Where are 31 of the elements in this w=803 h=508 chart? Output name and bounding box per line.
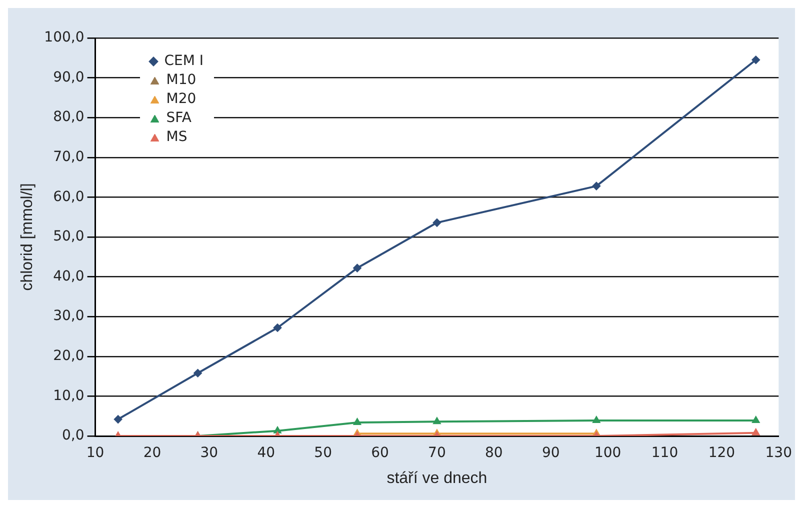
- legend-label: MS: [166, 128, 188, 147]
- y-tick-label: 70,0: [53, 149, 84, 166]
- x-tick-label: 120: [708, 445, 736, 462]
- x-tick-label: 80: [484, 445, 503, 462]
- y-tick-label: 80,0: [53, 109, 84, 126]
- x-tick-label: 60: [371, 445, 389, 462]
- legend-label: M10: [166, 71, 196, 90]
- y-tick-label: 20,0: [53, 348, 84, 364]
- y-tick-label: 90,0: [53, 69, 84, 86]
- x-tick-label: 110: [651, 445, 678, 462]
- x-tick-label: 40: [257, 445, 276, 462]
- x-tick-label: 30: [200, 445, 218, 462]
- x-tick-label: 100: [594, 445, 622, 462]
- legend-label: M20: [166, 90, 196, 109]
- y-tick-label: 30,0: [53, 308, 84, 324]
- y-tick-label: 60,0: [53, 188, 84, 205]
- legend-label: SFA: [166, 109, 192, 128]
- y-tick-label: 0,0: [62, 428, 84, 444]
- y-tick-label: 100,0: [44, 30, 84, 46]
- y-tick-label: 40,0: [53, 268, 84, 284]
- x-tick-label: 130: [765, 445, 792, 462]
- y-tick-label: 10,0: [53, 388, 84, 404]
- x-axis-title: stáří ve dnech: [386, 470, 488, 487]
- x-tick-label: 50: [314, 445, 332, 462]
- y-tick-label: 50,0: [53, 228, 84, 245]
- x-tick-label: 70: [428, 445, 446, 462]
- x-tick-label: 90: [542, 445, 560, 462]
- legend-label: CEM I: [164, 52, 204, 71]
- y-axis-title: chlorid [mmol/l]: [19, 183, 36, 291]
- x-tick-label: 20: [143, 445, 162, 462]
- x-tick-label: 10: [86, 445, 104, 462]
